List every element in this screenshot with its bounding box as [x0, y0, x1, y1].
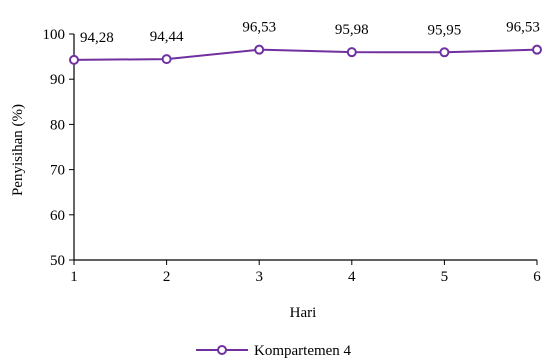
data-point — [439, 47, 450, 58]
x-tick-label: 1 — [70, 269, 78, 285]
x-tick-label: 2 — [163, 269, 171, 285]
y-tick-label: 100 — [43, 27, 66, 43]
legend-swatch-marker — [217, 345, 227, 355]
axes — [73, 34, 537, 261]
data-label: 95,98 — [335, 22, 369, 38]
data-label: 96,53 — [242, 20, 276, 36]
data-label: 96,53 — [506, 20, 540, 36]
series-line — [73, 48, 538, 61]
y-tick-label: 60 — [50, 208, 65, 224]
data-point — [346, 47, 357, 58]
data-label: 94,44 — [150, 29, 184, 45]
data-point — [532, 44, 542, 55]
x-tick-label: 6 — [533, 269, 541, 285]
data-point — [254, 44, 265, 55]
tick-labels: 50 60 70 80 90 100 1 2 3 4 5 6 — [43, 27, 542, 285]
legend: Kompartemen 4 — [196, 343, 352, 359]
x-tick-label: 5 — [441, 269, 449, 285]
y-tick-label: 70 — [50, 163, 65, 179]
x-tick-label: 4 — [348, 269, 356, 285]
y-tick-label: 80 — [50, 117, 65, 133]
data-point — [69, 54, 79, 65]
x-tick-label: 3 — [255, 269, 263, 285]
legend-label: Kompartemen 4 — [254, 343, 352, 359]
y-tick-label: 90 — [50, 72, 65, 88]
series-layer — [69, 44, 542, 65]
y-axis-label: Penyisihan (%) — [10, 104, 26, 196]
y-tick-label: 50 — [50, 253, 65, 269]
data-label: 95,95 — [428, 22, 462, 38]
x-axis-label: Hari — [290, 305, 317, 321]
data-point — [161, 54, 172, 65]
data-label: 94,28 — [80, 30, 114, 46]
data-labels: 94,28 94,44 96,53 95,98 95,95 96,53 — [80, 20, 540, 46]
